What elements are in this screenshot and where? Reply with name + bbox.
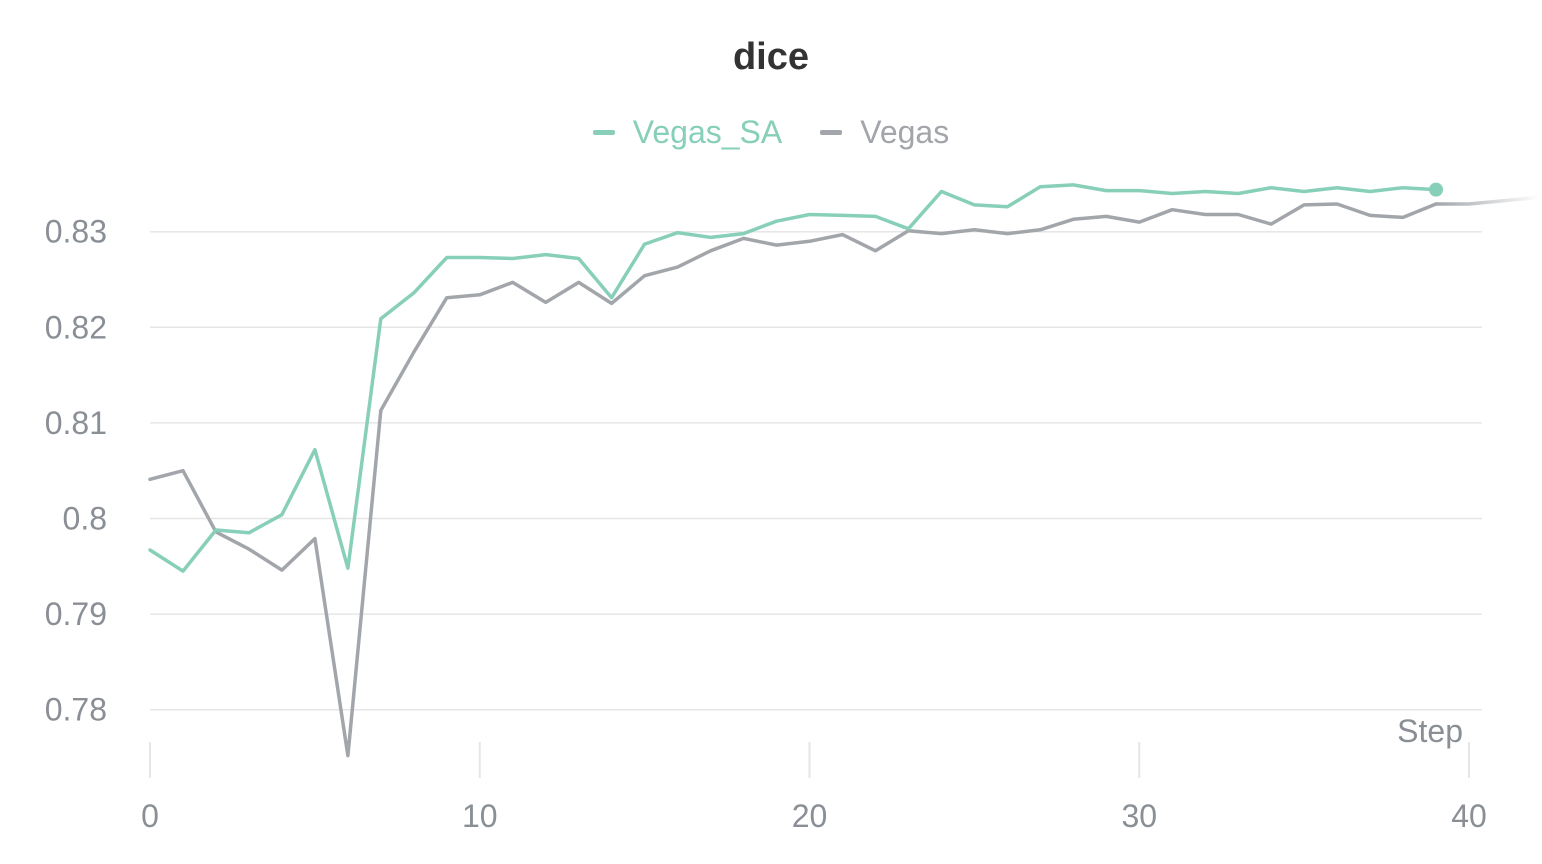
y-tick-label: 0.8 — [63, 501, 107, 537]
y-tick-label: 0.83 — [45, 214, 107, 250]
gridlines — [150, 230, 1482, 711]
plot-area — [148, 182, 1542, 758]
legend-swatch-vegas-sa — [592, 130, 615, 135]
series-line-vegas-sa — [148, 183, 1438, 573]
y-tick-label: 0.78 — [45, 692, 107, 728]
y-tick-label: 0.79 — [45, 596, 107, 632]
y-axis: 0.78 0.79 0.8 0.81 0.82 0.83 — [45, 214, 107, 728]
legend-swatch-vegas — [820, 130, 843, 135]
series-end-marker-vegas-sa — [1429, 182, 1444, 197]
x-axis: 0 10 20 30 40 — [141, 742, 1487, 834]
chart-title: dice — [732, 36, 810, 78]
legend: Vegas_SA Vegas — [0, 114, 1542, 151]
y-tick-label: 0.81 — [45, 405, 107, 441]
y-tick-label: 0.82 — [45, 309, 107, 345]
series-line-vegas — [148, 202, 1438, 758]
x-tick-label: 30 — [1121, 798, 1157, 834]
legend-label-vegas: Vegas — [860, 114, 950, 150]
series-line-vegas-tail — [1434, 195, 1542, 206]
legend-item-vegas-sa[interactable]: Vegas_SA — [592, 114, 783, 151]
x-tick-label: 10 — [462, 798, 498, 834]
legend-item-vegas[interactable]: Vegas — [820, 114, 949, 151]
legend-label-vegas-sa: Vegas_SA — [632, 114, 783, 150]
x-axis-label: Step — [1397, 713, 1463, 749]
x-tick-label: 40 — [1451, 798, 1487, 834]
x-tick-label: 0 — [141, 798, 159, 834]
x-tick-label: 20 — [792, 798, 828, 834]
